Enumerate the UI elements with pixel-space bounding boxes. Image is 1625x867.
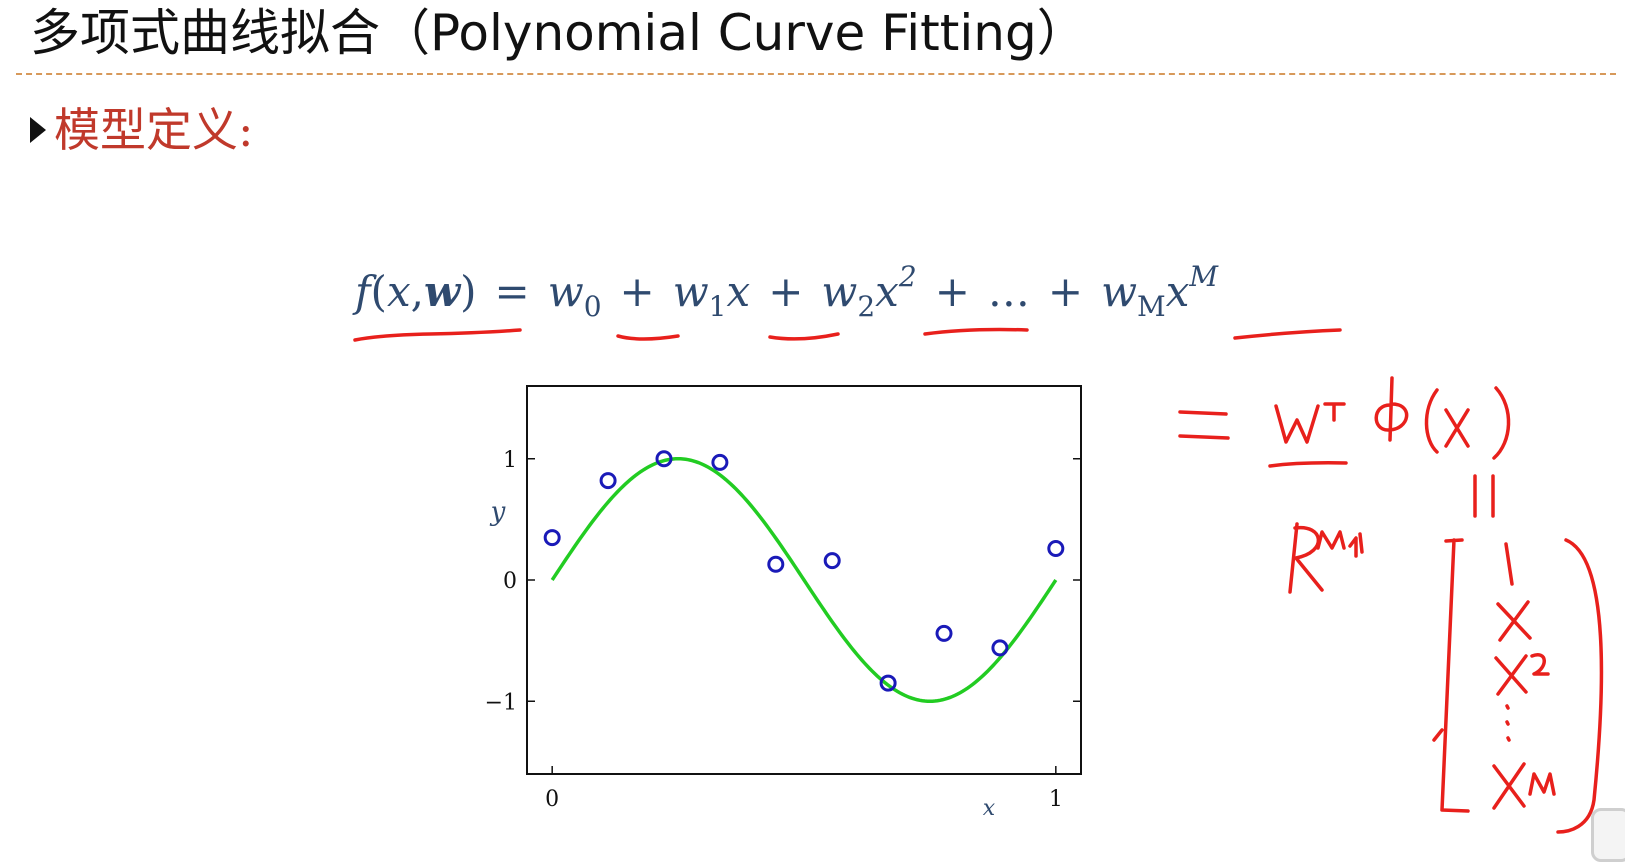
data-point — [935, 624, 953, 642]
model-formula: f(x,w) = w0 + w1x + w2x2 +… + wMxM — [355, 260, 1219, 323]
hand-R — [1288, 522, 1324, 594]
hand-xM — [1492, 762, 1556, 810]
y-tick-label: 0 — [503, 569, 517, 594]
hand-phi — [1374, 376, 1409, 442]
data-point — [991, 639, 1009, 657]
underline-wMxM — [1233, 328, 1342, 340]
hand-bracket-right — [1556, 538, 1604, 834]
x-axis-label: x — [983, 796, 996, 821]
hand-transpose — [1323, 402, 1346, 422]
data-point — [767, 555, 785, 573]
underline-w0 — [616, 334, 680, 341]
y-axis-label: y — [490, 497, 506, 527]
hand-paren-open — [1424, 388, 1439, 454]
bullet-triangle-icon — [30, 117, 46, 143]
hand-x1 — [1496, 600, 1532, 642]
sine-curve — [550, 456, 1058, 704]
data-point — [655, 450, 673, 468]
play-button[interactable] — [1591, 808, 1625, 862]
data-points — [543, 450, 1065, 692]
x-tick-label: 0 — [545, 787, 559, 812]
hand-vdots — [1505, 704, 1511, 742]
bullet-item: 模型定义: — [30, 100, 254, 160]
underline-w1x — [768, 332, 840, 341]
y-tick-label: −1 — [485, 690, 517, 715]
data-point — [1047, 539, 1065, 557]
bullet-text: 模型定义: — [54, 103, 254, 157]
slide-title: 多项式曲线拟合（Polynomial Curve Fitting） — [30, 4, 1087, 62]
data-point — [879, 674, 897, 692]
x-tick-label: 1 — [1049, 787, 1063, 812]
hand-paren-close — [1492, 386, 1511, 460]
title-divider — [16, 73, 1616, 75]
hand-parallel — [1473, 474, 1495, 518]
data-point — [823, 552, 841, 570]
hand-x — [1444, 408, 1470, 448]
underline-lhs — [353, 328, 522, 342]
data-point — [543, 529, 561, 547]
y-tick-label: 1 — [503, 448, 517, 473]
axis-ticks: 0 1 −1 0 1 — [485, 448, 1081, 812]
hand-one — [1504, 542, 1514, 586]
hand-x2 — [1494, 653, 1550, 696]
hand-bracket-left — [1432, 538, 1470, 813]
handwritten-expansion — [1178, 376, 1604, 834]
hand-R-sup — [1316, 530, 1364, 558]
plot-frame — [526, 385, 1082, 775]
data-point — [711, 453, 729, 471]
hand-w — [1274, 404, 1320, 444]
hand-equals — [1178, 410, 1230, 440]
hand-underline-wT — [1268, 461, 1348, 468]
underline-w2x2 — [923, 327, 1029, 336]
formula-underlines — [353, 327, 1342, 342]
data-point — [599, 472, 617, 490]
